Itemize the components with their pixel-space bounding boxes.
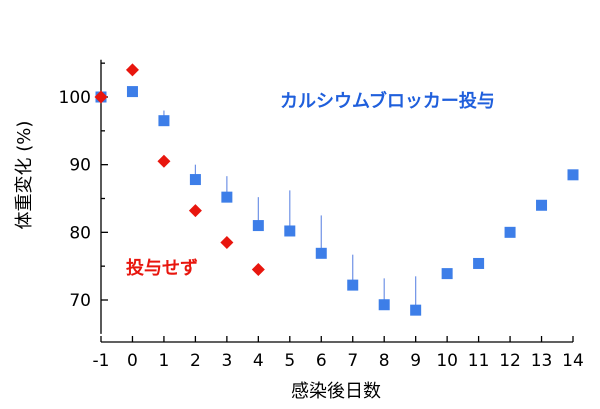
calcium-blocker-point: [189, 174, 201, 186]
series-label-untreated: 投与せず: [126, 257, 198, 279]
x-tick-label: 13: [531, 351, 553, 371]
calcium-blocker-point: [504, 226, 516, 238]
series-label-calcium-blocker: カルシウムブロッカー投与: [280, 90, 495, 112]
calcium-blocker-point: [347, 279, 359, 291]
x-tick-label: 11: [468, 351, 490, 371]
calcium-blocker-point: [126, 86, 138, 98]
calcium-blocker-point: [441, 268, 453, 280]
x-tick-label: 8: [379, 351, 390, 371]
error-bars: [163, 110, 417, 311]
y-tick-label: 70: [69, 291, 91, 311]
x-tick-label: 7: [347, 351, 358, 371]
x-tick-label: 0: [127, 351, 138, 371]
untreated-point: [220, 235, 234, 249]
calcium-blocker-point: [252, 220, 264, 232]
x-tick-label: 2: [190, 351, 201, 371]
untreated-point: [94, 90, 108, 104]
calcium-blocker-point: [315, 247, 327, 259]
calcium-blocker-point: [536, 199, 548, 211]
x-tick-label: 5: [284, 351, 295, 371]
x-tick-label: 6: [316, 351, 327, 371]
untreated-point: [125, 63, 139, 77]
calcium-blocker-point: [284, 225, 296, 237]
untreated-point: [251, 263, 265, 277]
x-tick-label: 10: [436, 351, 458, 371]
calcium-blocker-point: [221, 191, 233, 203]
x-tick-label: 3: [221, 351, 232, 371]
y-axis-title: 体重変化 (%): [14, 121, 35, 230]
x-tick-label: 9: [410, 351, 421, 371]
untreated-point: [188, 204, 202, 218]
y-tick-label: 100: [59, 88, 91, 108]
x-tick-label: 14: [562, 351, 584, 371]
x-axis-title: 感染後日数: [291, 381, 381, 402]
untreated-point: [157, 154, 171, 168]
calcium-blocker-point: [567, 169, 579, 181]
x-tick-label: 4: [253, 351, 264, 371]
calcium-blocker-point: [378, 299, 390, 311]
x-tick-label: 1: [159, 351, 170, 371]
x-tick-label: -1: [93, 351, 110, 371]
calcium-blocker-point: [410, 304, 422, 316]
data-points: [94, 63, 579, 316]
y-tick-label: 90: [69, 156, 91, 176]
calcium-blocker-point: [158, 115, 170, 127]
x-tick-label: 12: [499, 351, 521, 371]
y-tick-label: 80: [69, 223, 91, 243]
calcium-blocker-point: [473, 257, 485, 269]
